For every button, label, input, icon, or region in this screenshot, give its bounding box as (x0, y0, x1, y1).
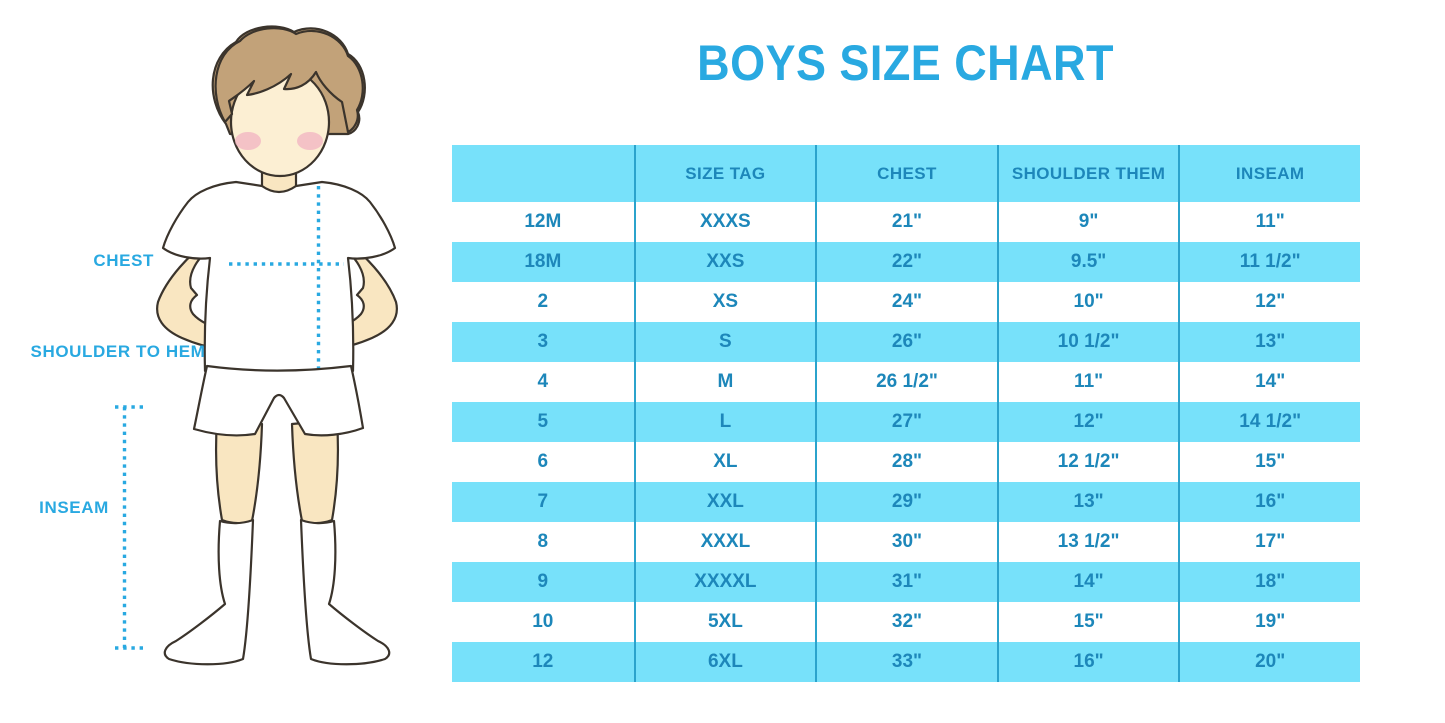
table-cell: 13 1/2" (996, 522, 1179, 562)
table-cell: XXL (633, 482, 816, 522)
measurement-figure: CHEST SHOULDER TO HEM INSEAM (0, 0, 450, 723)
table-cell: 12" (1178, 282, 1360, 322)
table-cell: 12" (996, 402, 1179, 442)
page-title-text: BOYS SIZE CHART (697, 35, 1115, 91)
table-cell: S (633, 322, 816, 362)
header-cell: SIZE TAG (633, 145, 816, 202)
table-cell: XXXXL (633, 562, 816, 602)
table-cell: 26" (815, 322, 997, 362)
table-row: 8 XXXL 30" 13 1/2" 17" (452, 522, 1360, 562)
table-cell: 20" (1178, 642, 1360, 682)
table-cell: 6XL (633, 642, 816, 682)
table-cell: 32" (815, 602, 997, 642)
table-row: 9 XXXXL 31" 14" 18" (452, 562, 1360, 602)
table-cell: 19" (1178, 602, 1360, 642)
table-cell: 12M (524, 211, 562, 232)
boy-left-blush (235, 132, 261, 150)
table-cell: 15" (996, 602, 1179, 642)
table-cell: 12 1/2" (996, 442, 1179, 482)
table-cell: 10 (532, 611, 554, 632)
table-cell: 11 1/2" (1178, 242, 1360, 282)
table-cell: L (633, 402, 816, 442)
table-cell: 12 (532, 651, 554, 672)
table-cell: 17" (1178, 522, 1360, 562)
table-cell: XS (633, 282, 816, 322)
table-row: 12M XXXS 21" 9" 11" (452, 202, 1360, 242)
table-row: 10 5XL 32" 15" 19" (452, 602, 1360, 642)
table-cell: XL (633, 442, 816, 482)
table-cell: 9" (996, 202, 1179, 242)
table-row: 2 XS 24" 10" 12" (452, 282, 1360, 322)
header-cell: CHEST (815, 145, 997, 202)
table-cell: 29" (815, 482, 997, 522)
table-cell: 16" (1178, 482, 1360, 522)
header-cell (452, 145, 634, 202)
table-cell: 18" (1178, 562, 1360, 602)
table-cell: 6 (537, 451, 549, 472)
table-cell: 16" (996, 642, 1179, 682)
table-cell: 11" (1178, 202, 1360, 242)
boy-right-blush (297, 132, 323, 150)
table-cell: 24" (815, 282, 997, 322)
boy-right-sock (299, 518, 391, 666)
table-cell: 8 (537, 531, 549, 552)
table-cell: XXXL (633, 522, 816, 562)
table-cell: 5XL (633, 602, 816, 642)
table-cell: 10" (996, 282, 1179, 322)
table-cell: 33" (815, 642, 997, 682)
size-chart-table: SIZE TAG CHEST SHOULDER THEM INSEAM 12M XXXS… (452, 145, 1360, 682)
table-cell: 5 (537, 411, 549, 432)
table-cell: 10 1/2" (996, 322, 1179, 362)
boy-illustration (115, 25, 398, 666)
table-cell: 13" (1178, 322, 1360, 362)
table-cell: 3 (537, 331, 549, 352)
table-row: 5 L 27" 12" 14 1/2" (452, 402, 1360, 442)
table-cell: 4 (537, 371, 549, 392)
table-cell: 31" (815, 562, 997, 602)
table-cell: 30" (815, 522, 997, 562)
table-cell: 14 1/2" (1178, 402, 1360, 442)
boy-left-sock (163, 518, 255, 666)
table-row: 3 S 26" 10 1/2" 13" (452, 322, 1360, 362)
table-row: 6 XL 28" 12 1/2" 15" (452, 442, 1360, 482)
table-cell: 9.5" (996, 242, 1179, 282)
table-body: 12M XXXS 21" 9" 11" 18M XXS 22" 9.5" 11 1/2" 2 XS 24… (452, 202, 1360, 682)
table-row: 12 6XL 33" 16" 20" (452, 642, 1360, 682)
table-cell: 18M (524, 251, 562, 272)
table-cell: M (633, 362, 816, 402)
table-cell: 9 (537, 571, 549, 592)
table-cell: 14" (996, 562, 1179, 602)
boy-shorts (192, 364, 365, 437)
table-row: 18M XXS 22" 9.5" 11 1/2" (452, 242, 1360, 282)
table-cell: 22" (815, 242, 997, 282)
table-cell: 14" (1178, 362, 1360, 402)
inseam-label: INSEAM (39, 498, 109, 517)
table-row: 4 M 26 1/2" 11" 14" (452, 362, 1360, 402)
chest-label: CHEST (93, 251, 154, 270)
table-header-row: SIZE TAG CHEST SHOULDER THEM INSEAM (452, 145, 1360, 202)
table-cell: 7 (537, 491, 549, 512)
header-cell: INSEAM (1178, 145, 1360, 202)
shoulder-to-hem-label: SHOULDER TO HEM (30, 342, 206, 361)
table-cell: XXS (633, 242, 816, 282)
table-cell: 11" (996, 362, 1179, 402)
header-cell: SHOULDER THEM (996, 145, 1179, 202)
page-title: BOYS SIZE CHART (452, 34, 1360, 92)
table-cell: 26 1/2" (815, 362, 997, 402)
table-cell: 28" (815, 442, 997, 482)
table-cell: 27" (815, 402, 997, 442)
table-cell: 13" (996, 482, 1179, 522)
table-cell: 15" (1178, 442, 1360, 482)
table-cell: 2 (537, 291, 549, 312)
table-cell: XXXS (633, 202, 816, 242)
boy-hair-front (214, 27, 364, 134)
table-cell: 21" (815, 202, 997, 242)
table-row: 7 XXL 29" 13" 16" (452, 482, 1360, 522)
